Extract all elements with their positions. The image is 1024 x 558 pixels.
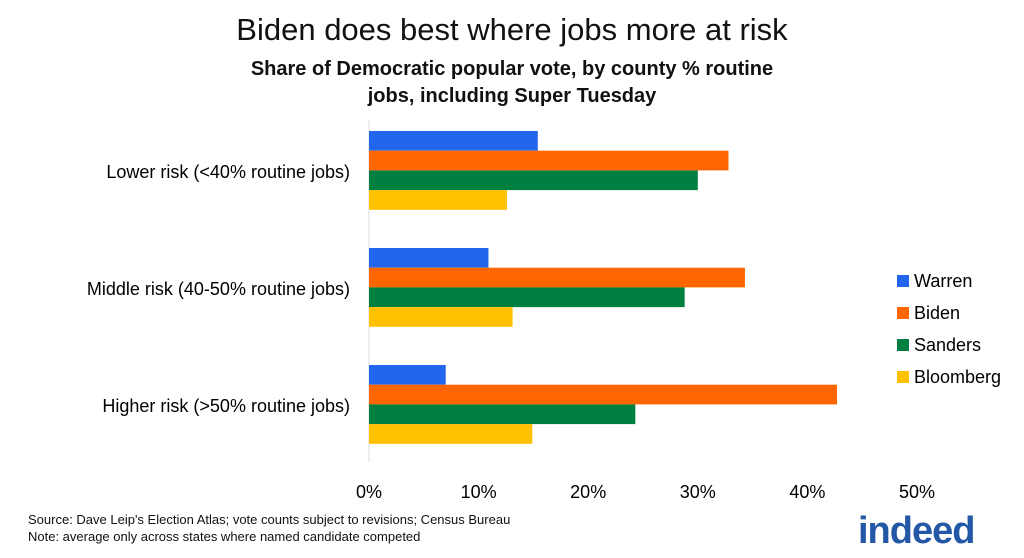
- x-tick-label: 20%: [570, 482, 606, 502]
- chart-subtitle: Share of Democratic popular vote, by cou…: [250, 58, 774, 107]
- x-tick-label: 0%: [356, 482, 382, 502]
- bar-warren: [369, 131, 538, 151]
- bar-sanders: [369, 287, 685, 308]
- legend-label: Sanders: [914, 335, 981, 355]
- bar-biden: [369, 384, 837, 405]
- x-tick-label: 30%: [680, 482, 716, 502]
- bar-biden: [369, 267, 745, 288]
- chart-title: Biden does best where jobs more at risk: [236, 12, 788, 47]
- legend-swatch: [897, 275, 909, 287]
- indeed-logo: indeed: [858, 510, 975, 552]
- footnote: Note: average only across states where n…: [28, 529, 421, 544]
- bar-warren: [369, 248, 489, 268]
- legend-swatch: [897, 371, 909, 383]
- category-label: Lower risk (<40% routine jobs): [106, 162, 350, 182]
- bar-warren: [369, 365, 446, 385]
- bar-sanders: [369, 404, 636, 425]
- legend-label: Warren: [914, 271, 972, 291]
- x-tick-label: 10%: [461, 482, 497, 502]
- bar-bloomberg: [369, 424, 533, 444]
- bar-bloomberg: [369, 307, 513, 327]
- x-tick-label: 50%: [899, 482, 935, 502]
- source-note: Source: Dave Leip's Election Atlas; vote…: [28, 512, 511, 527]
- bar-sanders: [369, 170, 698, 191]
- bar-biden: [369, 150, 729, 171]
- legend-label: Bloomberg: [914, 367, 1001, 387]
- bar-bloomberg: [369, 190, 508, 210]
- legend-label: Biden: [914, 303, 960, 323]
- legend-swatch: [897, 307, 909, 319]
- category-label: Higher risk (>50% routine jobs): [102, 396, 350, 416]
- legend-swatch: [897, 339, 909, 351]
- x-tick-label: 40%: [789, 482, 825, 502]
- category-label: Middle risk (40-50% routine jobs): [87, 279, 350, 299]
